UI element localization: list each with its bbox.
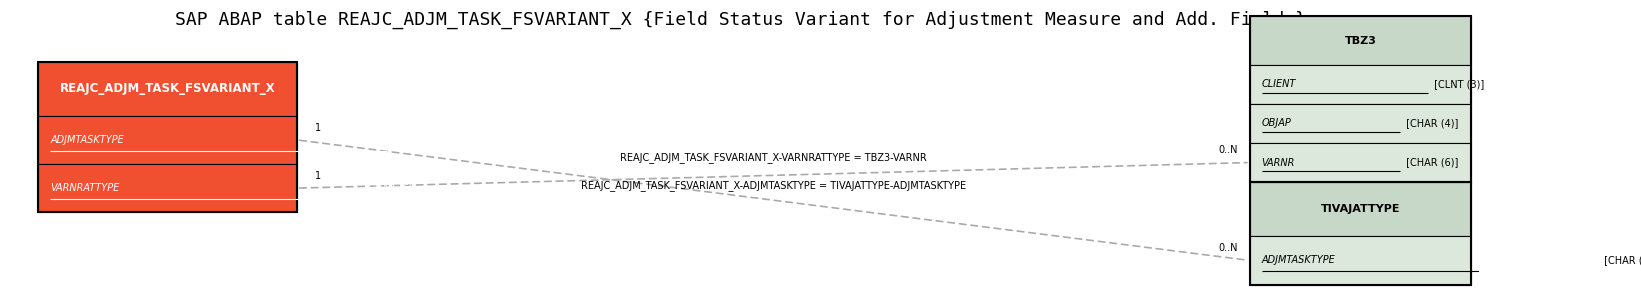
- Text: SAP ABAP table REAJC_ADJM_TASK_FSVARIANT_X {Field Status Variant for Adjustment : SAP ABAP table REAJC_ADJM_TASK_FSVARIANT…: [174, 10, 1306, 29]
- Text: OBJAP: OBJAP: [1262, 118, 1291, 128]
- Text: 1: 1: [315, 171, 320, 181]
- Text: 0..N: 0..N: [1219, 244, 1237, 254]
- FancyBboxPatch shape: [1250, 182, 1472, 236]
- Text: VARNRATTYPE: VARNRATTYPE: [51, 183, 120, 193]
- Text: [CHAR (4)]: [CHAR (4)]: [1403, 118, 1459, 128]
- Text: TBZ3: TBZ3: [1344, 36, 1377, 46]
- Text: [CLNT (3)]: [CLNT (3)]: [1431, 79, 1485, 89]
- Text: [CHAR (2)]: [CHAR (2)]: [389, 135, 445, 145]
- Text: 0..N: 0..N: [1219, 146, 1237, 155]
- Text: REAJC_ADJM_TASK_FSVARIANT_X: REAJC_ADJM_TASK_FSVARIANT_X: [59, 82, 276, 95]
- FancyBboxPatch shape: [1250, 143, 1472, 182]
- Text: ADJMTASKTYPE: ADJMTASKTYPE: [51, 135, 123, 145]
- Text: TIVAJATTYPE: TIVAJATTYPE: [1321, 204, 1400, 214]
- FancyBboxPatch shape: [1250, 16, 1472, 65]
- Text: [CHAR (6)]: [CHAR (6)]: [1403, 157, 1459, 168]
- Text: CLIENT: CLIENT: [1262, 79, 1296, 89]
- FancyBboxPatch shape: [38, 164, 297, 212]
- FancyBboxPatch shape: [38, 62, 297, 116]
- Text: REAJC_ADJM_TASK_FSVARIANT_X-ADJMTASKTYPE = TIVAJATTYPE-ADJMTASKTYPE: REAJC_ADJM_TASK_FSVARIANT_X-ADJMTASKTYPE…: [581, 180, 967, 191]
- Text: VARNR: VARNR: [1262, 157, 1295, 168]
- FancyBboxPatch shape: [1250, 104, 1472, 143]
- Text: 1: 1: [315, 123, 320, 133]
- FancyBboxPatch shape: [1250, 236, 1472, 285]
- Text: REAJC_ADJM_TASK_FSVARIANT_X-VARNRATTYPE = TBZ3-VARNR: REAJC_ADJM_TASK_FSVARIANT_X-VARNRATTYPE …: [620, 152, 927, 163]
- Text: [CHAR (6)]: [CHAR (6)]: [361, 183, 417, 193]
- Text: ADJMTASKTYPE: ADJMTASKTYPE: [1262, 255, 1336, 265]
- FancyBboxPatch shape: [1250, 65, 1472, 104]
- FancyBboxPatch shape: [38, 116, 297, 164]
- Text: [CHAR (2)]: [CHAR (2)]: [1602, 255, 1641, 265]
